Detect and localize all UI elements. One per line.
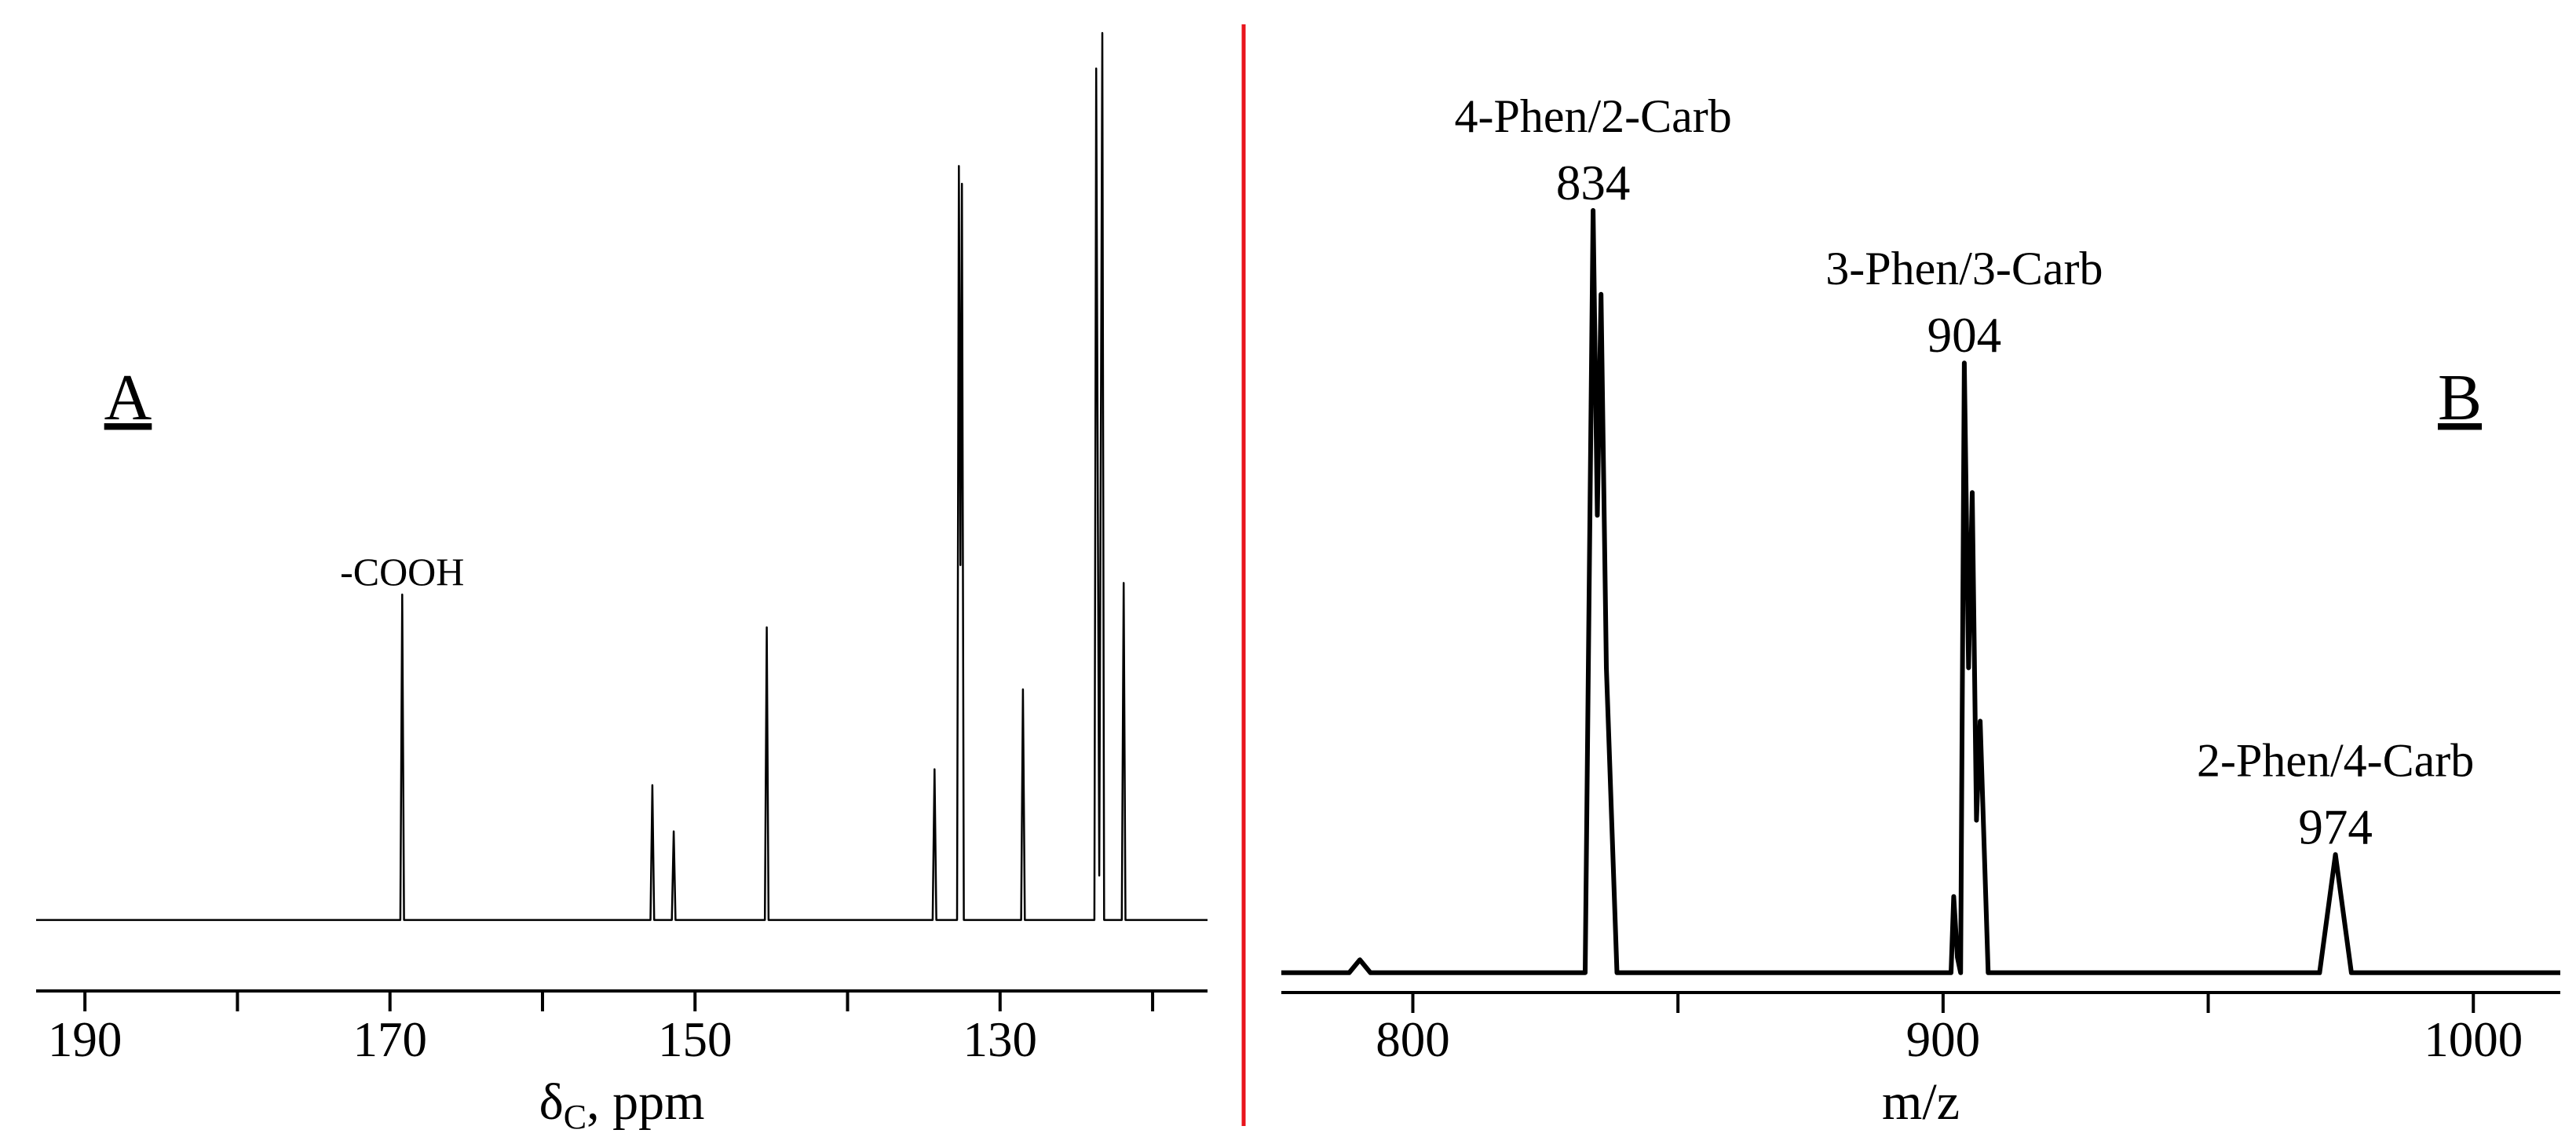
peak-mz-label: 974 — [2298, 799, 2373, 854]
spectrum-trace — [36, 31, 1208, 921]
x-axis-label-main: δ — [539, 1073, 564, 1131]
x-axis-label-main: m/z — [1882, 1073, 1960, 1131]
x-tick-label: 130 — [963, 1012, 1038, 1067]
x-axis-label-suffix: , ppm — [586, 1073, 704, 1131]
x-tick-label: 1000 — [2424, 1012, 2523, 1067]
x-tick-label: 150 — [658, 1012, 733, 1067]
panel-label: B — [2438, 361, 2482, 434]
x-axis-label-subscript: C — [564, 1098, 586, 1136]
peak-annotation: 4-Phen/2-Carb — [1454, 90, 1731, 142]
peak-annotation: -COOH — [340, 550, 464, 594]
peak-annotation: 2-Phen/4-Carb — [2197, 734, 2474, 786]
peak-mz-label: 904 — [1927, 308, 2002, 363]
x-tick-label: 800 — [1376, 1012, 1450, 1067]
x-axis-label: m/z — [1882, 1073, 1960, 1131]
peak-mz-label: 834 — [1556, 155, 1631, 210]
x-axis-label: δC, ppm — [539, 1073, 705, 1136]
spectrum-trace — [1281, 208, 2560, 975]
x-tick-label: 190 — [48, 1012, 122, 1067]
x-tick-label: 170 — [353, 1012, 427, 1067]
x-tick-label: 900 — [1906, 1012, 1981, 1067]
peak-annotation: 3-Phen/3-Carb — [1825, 243, 2103, 294]
panel-label: A — [104, 361, 152, 434]
